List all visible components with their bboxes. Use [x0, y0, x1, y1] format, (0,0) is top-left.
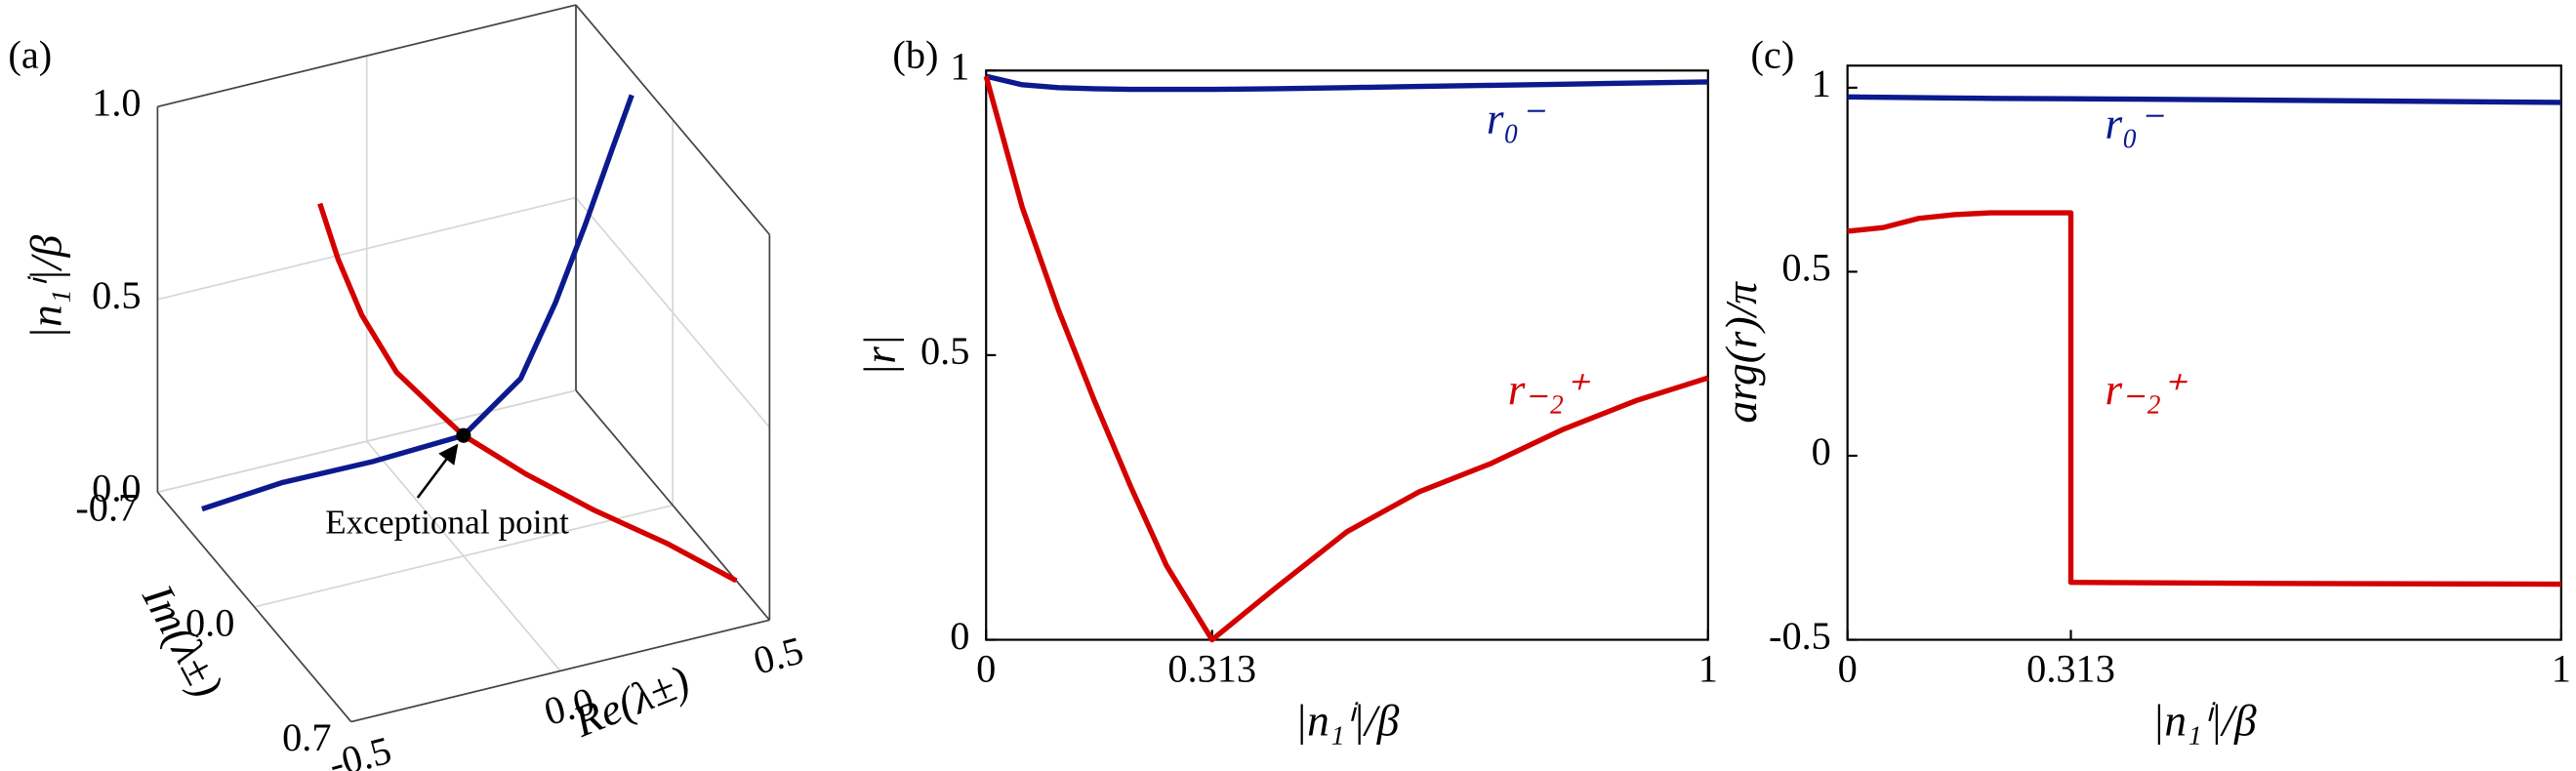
exceptional-point-marker [456, 427, 471, 443]
y-axis-label: |r| [855, 335, 904, 377]
y-tick-label: 0 [1812, 429, 1831, 473]
x-tick-label: 0.313 [2026, 646, 2115, 690]
y-tick-label: 0.5 [920, 329, 969, 373]
z-tick-label: 0.5 [92, 273, 141, 317]
series-line [1847, 210, 2561, 588]
box-edge [575, 389, 770, 621]
y-tick-label: 0.0 [185, 600, 234, 644]
y-axis-label: arg(r)/π [1717, 281, 1766, 424]
box-edge [156, 491, 352, 723]
panel-label: (b) [892, 33, 938, 77]
series-label: r₀⁻ [2106, 100, 2164, 148]
x-tick-label: 0.313 [1167, 646, 1256, 690]
series-label: r₋₂⁺ [1508, 365, 1590, 414]
x-axis-label: |n₁ⁱ|/β [1295, 696, 1400, 745]
y-tick-label: 0.5 [1781, 246, 1830, 290]
y-tick-label: -0.5 [1769, 614, 1831, 658]
x-axis-label: |n₁ⁱ|/β [2152, 696, 2257, 745]
z-axis-label: |n₁ⁱ|/β [22, 234, 71, 339]
grid-line [254, 504, 674, 608]
series-line [985, 73, 1708, 93]
series-line [1847, 94, 2561, 105]
plot-frame [985, 69, 1709, 641]
plot-frame [1846, 64, 2562, 641]
series-line [983, 75, 1709, 643]
z-tick-label: 0.0 [92, 467, 141, 510]
series-line [317, 202, 738, 584]
grid-line [575, 197, 770, 428]
x-tick-label: 0 [976, 646, 996, 690]
grid-line [157, 196, 577, 301]
x-tick-label: 0.5 [749, 628, 807, 683]
y-tick-label: 0 [950, 614, 969, 658]
series-line [201, 94, 634, 512]
y-tick-label: 1 [950, 45, 969, 89]
series-label: r₀⁻ [1487, 94, 1545, 142]
grid-line [157, 389, 577, 494]
x-tick-label: 1 [2552, 646, 2571, 690]
x-tick-label: 0 [1838, 646, 1858, 690]
y-tick-label: 1 [1812, 61, 1831, 105]
y-tick-label: -0.7 [75, 486, 138, 530]
series-label: r₋₂⁺ [2106, 365, 2188, 414]
z-tick-label: 1.0 [92, 81, 141, 125]
x-tick-label: -0.5 [324, 728, 395, 771]
panel-label: (c) [1750, 33, 1794, 77]
annotation-arrow [416, 443, 459, 499]
box-edge [350, 619, 770, 723]
y-tick-label: 0.7 [282, 715, 331, 759]
x-axis-label: Re(λ±) [566, 656, 696, 747]
box-edge [157, 4, 577, 108]
annotation: Exceptional point [325, 504, 569, 542]
box-edge [575, 4, 770, 235]
x-tick-label: 1 [1698, 646, 1718, 690]
panel-label: (a) [8, 33, 52, 77]
